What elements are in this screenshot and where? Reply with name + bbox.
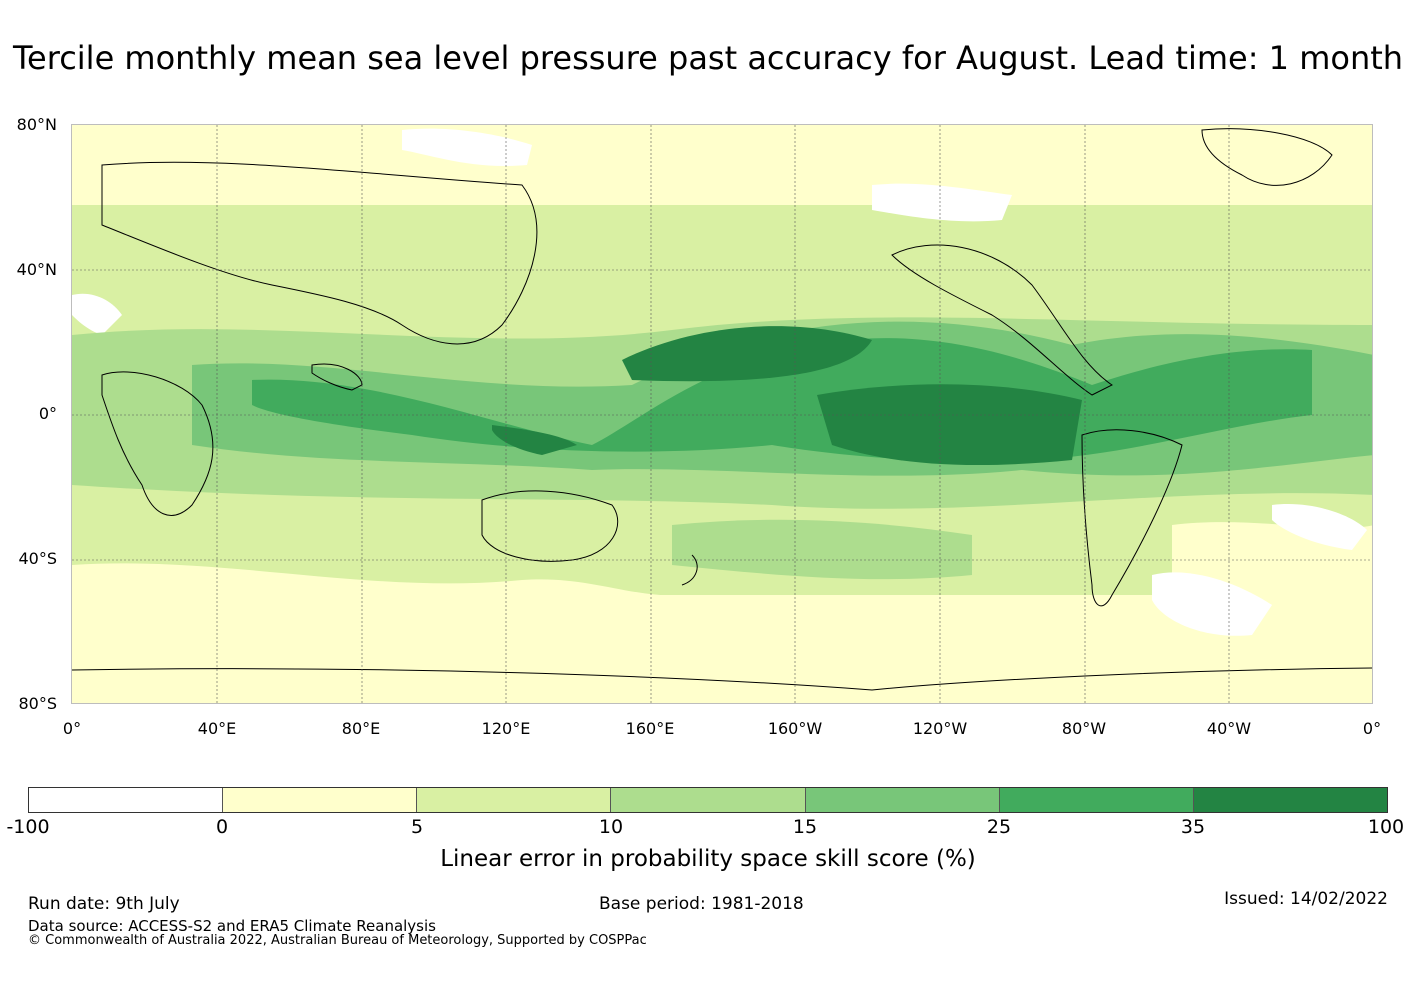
lon-label: 160°W <box>767 719 823 738</box>
map-canvas <box>72 125 1372 703</box>
eurasia-outline <box>101 161 538 345</box>
negative-patch <box>872 183 1012 222</box>
colorbar-segment <box>1193 788 1387 812</box>
maritime-continent-max <box>492 425 577 455</box>
colorbar-segment <box>223 788 418 812</box>
base-period: Base period: 1981-2018 <box>599 894 804 914</box>
colorbar-segment <box>417 788 612 812</box>
lon-label: 40°W <box>1206 719 1252 738</box>
africa-outline <box>101 371 214 516</box>
colorbar-tick: 35 <box>1180 816 1206 838</box>
data-source: Data source: ACCESS-S2 and ERA5 Climate … <box>28 917 436 935</box>
colorbar-tick: 25 <box>986 816 1012 838</box>
lat-label: 40°N <box>16 260 57 279</box>
lon-label: 0° <box>62 719 82 738</box>
south-pacific-band <box>672 519 972 580</box>
colorbar-tick: -100 <box>6 816 50 838</box>
australia-outline <box>481 490 619 562</box>
colorbar-tick: 0 <box>215 816 229 838</box>
north-pale-band <box>72 125 1372 205</box>
north-america-outline <box>891 244 1113 396</box>
coastlines <box>72 128 1372 691</box>
map-title: Tercile monthly mean sea level pressure … <box>12 39 1404 77</box>
greenland-outline <box>1201 128 1333 186</box>
issued-date: Issued: 14/02/2022 <box>1224 889 1388 909</box>
lon-label: 0° <box>1362 719 1382 738</box>
colorbar-segment <box>999 788 1194 812</box>
colorbar-segment <box>611 788 806 812</box>
colorbar-tick: 100 <box>1367 816 1405 838</box>
colorbar <box>28 787 1388 813</box>
lat-label: 80°S <box>18 694 57 713</box>
lon-label: 40°E <box>197 719 237 738</box>
negative-patch <box>72 293 122 335</box>
new-zealand-outline <box>681 554 698 586</box>
lon-label: 120°W <box>912 719 968 738</box>
colorbar-tick: 5 <box>410 816 424 838</box>
lon-label: 160°E <box>625 719 675 738</box>
colorbar-tick: 15 <box>792 816 818 838</box>
lon-label: 120°E <box>481 719 531 738</box>
copyright: © Commonwealth of Australia 2022, Austra… <box>28 933 647 948</box>
colorbar-tick: 10 <box>598 816 624 838</box>
lon-label: 80°W <box>1061 719 1107 738</box>
eastern-pacific-max <box>817 384 1082 465</box>
south-america-outline <box>1081 429 1183 607</box>
lat-label: 0° <box>38 404 57 423</box>
lat-label: 40°S <box>18 549 57 568</box>
graticule <box>72 125 1372 703</box>
south-pale-band-2 <box>72 563 692 648</box>
colorbar-label: Linear error in probability space skill … <box>440 846 976 872</box>
colorbar-segment <box>805 788 1000 812</box>
skill-score-map <box>71 124 1373 704</box>
run-date: Run date: 9th July <box>28 894 180 914</box>
colorbar-segment <box>29 788 224 812</box>
lat-label: 80°N <box>16 115 57 134</box>
india-outline <box>311 363 363 391</box>
negative-patch <box>1272 504 1367 550</box>
antarctica-outline <box>72 667 1372 691</box>
lon-label: 80°E <box>341 719 381 738</box>
negative-patch <box>1152 572 1272 636</box>
negative-patch <box>402 128 532 167</box>
central-pacific-max <box>622 326 872 382</box>
